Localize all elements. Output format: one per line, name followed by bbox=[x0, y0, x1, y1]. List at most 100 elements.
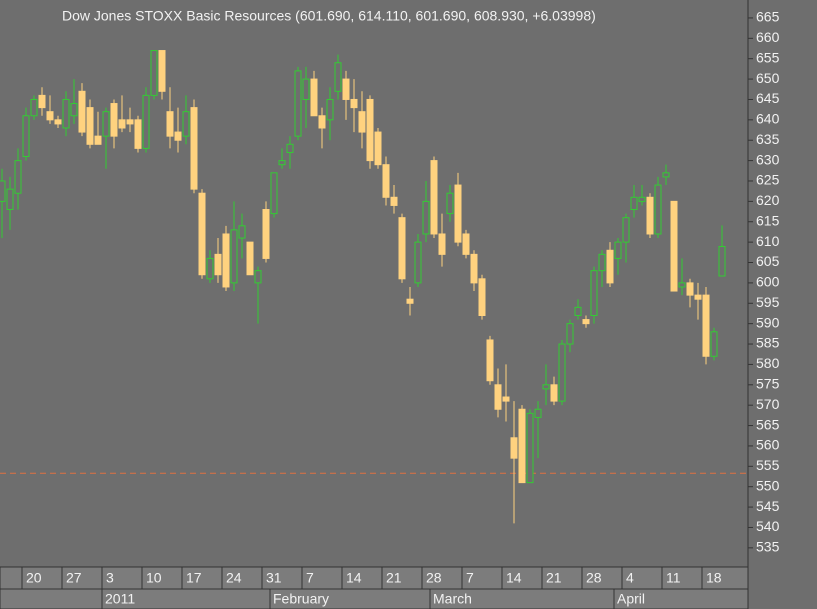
x-tick-label: 27 bbox=[66, 570, 82, 586]
candle-body bbox=[174, 131, 182, 141]
candle-body bbox=[206, 257, 214, 280]
candle-body bbox=[358, 111, 366, 133]
y-tick-label: 600 bbox=[756, 274, 780, 290]
candle-body bbox=[230, 229, 238, 284]
candle-body bbox=[118, 119, 126, 129]
candle-body bbox=[630, 196, 638, 211]
y-tick-label: 570 bbox=[756, 396, 780, 412]
x-tick-label: 17 bbox=[186, 570, 202, 586]
candle-body bbox=[6, 188, 14, 211]
candle-body bbox=[678, 282, 686, 288]
candle-body bbox=[534, 408, 542, 418]
y-tick-label: 640 bbox=[756, 111, 780, 127]
candle-body bbox=[238, 225, 246, 239]
candle-body bbox=[0, 180, 6, 202]
candle-body bbox=[246, 241, 254, 276]
candle-body bbox=[270, 172, 278, 215]
y-tick-label: 605 bbox=[756, 253, 780, 269]
candle-body bbox=[158, 50, 166, 92]
candle-body bbox=[22, 115, 30, 158]
y-tick-label: 545 bbox=[756, 498, 780, 514]
candle-body bbox=[334, 62, 342, 92]
candle-body bbox=[182, 111, 190, 137]
candle-body bbox=[102, 111, 110, 137]
candle-body bbox=[86, 107, 94, 145]
y-tick-label: 550 bbox=[756, 477, 780, 493]
candle-body bbox=[54, 119, 62, 125]
y-tick-label: 630 bbox=[756, 151, 780, 167]
candle-body bbox=[654, 184, 662, 235]
candle-body bbox=[318, 115, 326, 129]
candle-body bbox=[574, 306, 582, 316]
candle-body bbox=[126, 119, 134, 125]
candle-body bbox=[422, 200, 430, 235]
x-tick-label: 10 bbox=[146, 570, 162, 586]
candle-body bbox=[214, 253, 222, 276]
candle-body bbox=[558, 343, 566, 402]
candle-body bbox=[470, 253, 478, 284]
x-tick-label: 28 bbox=[586, 570, 602, 586]
candle-body bbox=[382, 164, 390, 198]
candle-body bbox=[342, 78, 350, 100]
x-tick-label: 24 bbox=[226, 570, 242, 586]
candle-body bbox=[262, 209, 270, 259]
candle-body bbox=[598, 253, 606, 272]
x-tick-label: 18 bbox=[706, 570, 722, 586]
y-tick-label: 660 bbox=[756, 29, 780, 45]
x-tick-label: 21 bbox=[386, 570, 402, 586]
candle-body bbox=[438, 233, 446, 255]
x-tick-label: 20 bbox=[26, 570, 42, 586]
candle-body bbox=[710, 331, 718, 357]
candle-body bbox=[614, 241, 622, 259]
candle-body bbox=[254, 270, 262, 284]
y-tick-label: 650 bbox=[756, 70, 780, 86]
candle-body bbox=[398, 217, 406, 280]
candle-body bbox=[542, 384, 550, 390]
x-tick-label: 14 bbox=[346, 570, 362, 586]
x-tick-label: 7 bbox=[466, 570, 474, 586]
y-tick-label: 655 bbox=[756, 49, 780, 65]
x-tick-label: 14 bbox=[506, 570, 522, 586]
chart-title: Dow Jones STOXX Basic Resources (601.690… bbox=[62, 8, 596, 24]
y-tick-label: 535 bbox=[756, 539, 780, 555]
candle-body bbox=[702, 294, 710, 357]
candle-body bbox=[622, 217, 630, 243]
candle-body bbox=[198, 192, 206, 276]
candle-body bbox=[430, 160, 438, 235]
candle-body bbox=[374, 131, 382, 166]
candle-body bbox=[94, 135, 102, 145]
x-tick-label: 3 bbox=[106, 570, 114, 586]
month-label: April bbox=[617, 591, 645, 607]
candle-body bbox=[150, 50, 158, 96]
candle-body bbox=[414, 241, 422, 284]
candle-body bbox=[694, 294, 702, 300]
candle-body bbox=[78, 90, 86, 133]
y-tick-label: 590 bbox=[756, 314, 780, 330]
y-tick-label: 620 bbox=[756, 192, 780, 208]
y-tick-label: 575 bbox=[756, 375, 780, 391]
candle-body bbox=[278, 160, 286, 166]
candle-body bbox=[566, 323, 574, 345]
candle-body bbox=[550, 384, 558, 402]
candle-body bbox=[46, 111, 54, 121]
x-tick-label: 28 bbox=[426, 570, 442, 586]
candle-body bbox=[686, 282, 694, 296]
candle-body bbox=[30, 98, 38, 117]
candle-body bbox=[646, 196, 654, 235]
y-tick-label: 560 bbox=[756, 437, 780, 453]
candle-body bbox=[518, 408, 526, 484]
candle-body bbox=[366, 98, 374, 162]
candle-body bbox=[310, 78, 318, 117]
candle-body bbox=[446, 192, 454, 215]
y-tick-label: 645 bbox=[756, 90, 780, 106]
candle-body bbox=[510, 437, 518, 459]
y-tick-label: 625 bbox=[756, 172, 780, 188]
y-tick-label: 610 bbox=[756, 233, 780, 249]
candle-body bbox=[390, 196, 398, 206]
y-tick-label: 615 bbox=[756, 212, 780, 228]
candle-body bbox=[662, 172, 670, 178]
candle-body bbox=[718, 245, 726, 277]
candle-body bbox=[606, 249, 614, 284]
